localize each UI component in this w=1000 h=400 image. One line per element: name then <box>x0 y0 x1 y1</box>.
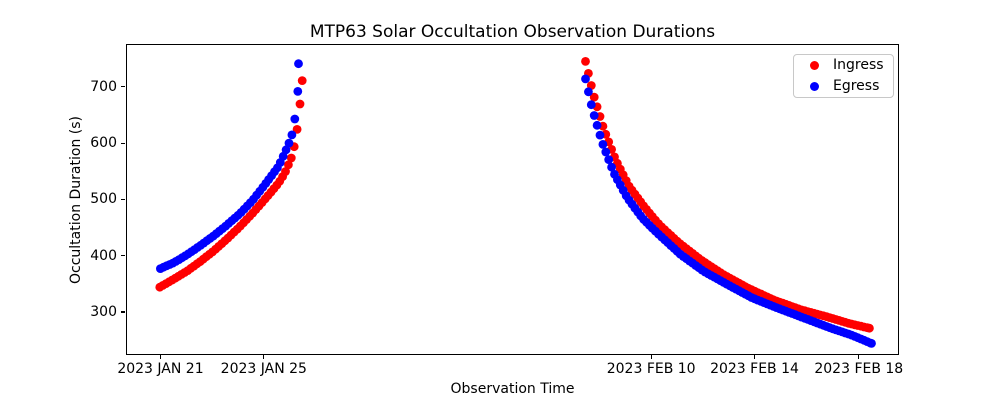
y-tick-label: 500 <box>90 191 117 208</box>
data-point <box>581 74 590 84</box>
x-tick-mark <box>263 355 265 359</box>
x-tick-mark <box>753 355 756 359</box>
x-tick-mark <box>858 355 860 359</box>
data-point <box>598 140 608 149</box>
chart-title: MTP63 Solar Occultation Observation Dura… <box>309 22 716 42</box>
data-point <box>584 87 593 97</box>
data-point <box>592 120 602 130</box>
y-tick-mark <box>121 86 125 88</box>
y-tick-mark <box>121 142 125 144</box>
x-axis-label: Observation Time <box>450 381 575 397</box>
x-tick-mark <box>159 355 162 359</box>
legend-marker-icon <box>810 81 819 91</box>
data-point <box>287 130 297 140</box>
data-point <box>595 130 605 140</box>
data-point <box>281 145 291 155</box>
y-tick-label: 700 <box>90 78 117 95</box>
legend-marker-icon <box>810 61 819 71</box>
x-tick-label: 2023 FEB 14 <box>710 361 799 377</box>
data-point <box>294 59 303 69</box>
data-point <box>589 111 599 120</box>
y-tick-mark <box>121 255 125 257</box>
data-point <box>604 155 614 164</box>
x-tick-label: 2023 FEB 18 <box>814 361 904 377</box>
data-point <box>865 323 874 333</box>
y-tick-mark <box>121 311 125 313</box>
y-tick-mark <box>121 198 125 201</box>
data-point <box>295 99 305 109</box>
x-tick-mark <box>650 355 652 359</box>
data-point <box>601 147 611 157</box>
data-point <box>290 114 300 124</box>
data-point <box>286 153 296 163</box>
legend: Ingress Egress <box>793 54 894 98</box>
plot-frame <box>126 44 899 355</box>
data-point <box>293 87 303 96</box>
y-tick-label: 300 <box>90 304 117 321</box>
legend-item-label: Ingress <box>833 57 884 74</box>
x-tick-label: 2023 JAN 25 <box>220 361 307 377</box>
data-point <box>607 162 616 172</box>
y-axis-label: Occultation Duration (s) <box>68 116 84 284</box>
y-tick-label: 600 <box>90 135 117 152</box>
data-point <box>284 138 294 148</box>
legend-item: Ingress <box>794 56 893 75</box>
data-point <box>586 100 596 110</box>
data-point <box>589 92 599 102</box>
scatter-canvas <box>155 57 876 348</box>
legend-item: Egress <box>794 77 893 96</box>
data-point <box>284 160 293 170</box>
legend-item-label: Egress <box>833 77 880 94</box>
data-point <box>292 125 302 134</box>
x-tick-label: 2023 FEB 10 <box>606 361 696 377</box>
data-point <box>297 76 307 85</box>
y-tick-label: 400 <box>90 247 117 264</box>
data-point <box>281 167 290 176</box>
x-tick-label: 2023 JAN 21 <box>117 361 204 377</box>
data-point <box>867 339 876 348</box>
data-point <box>581 57 590 66</box>
